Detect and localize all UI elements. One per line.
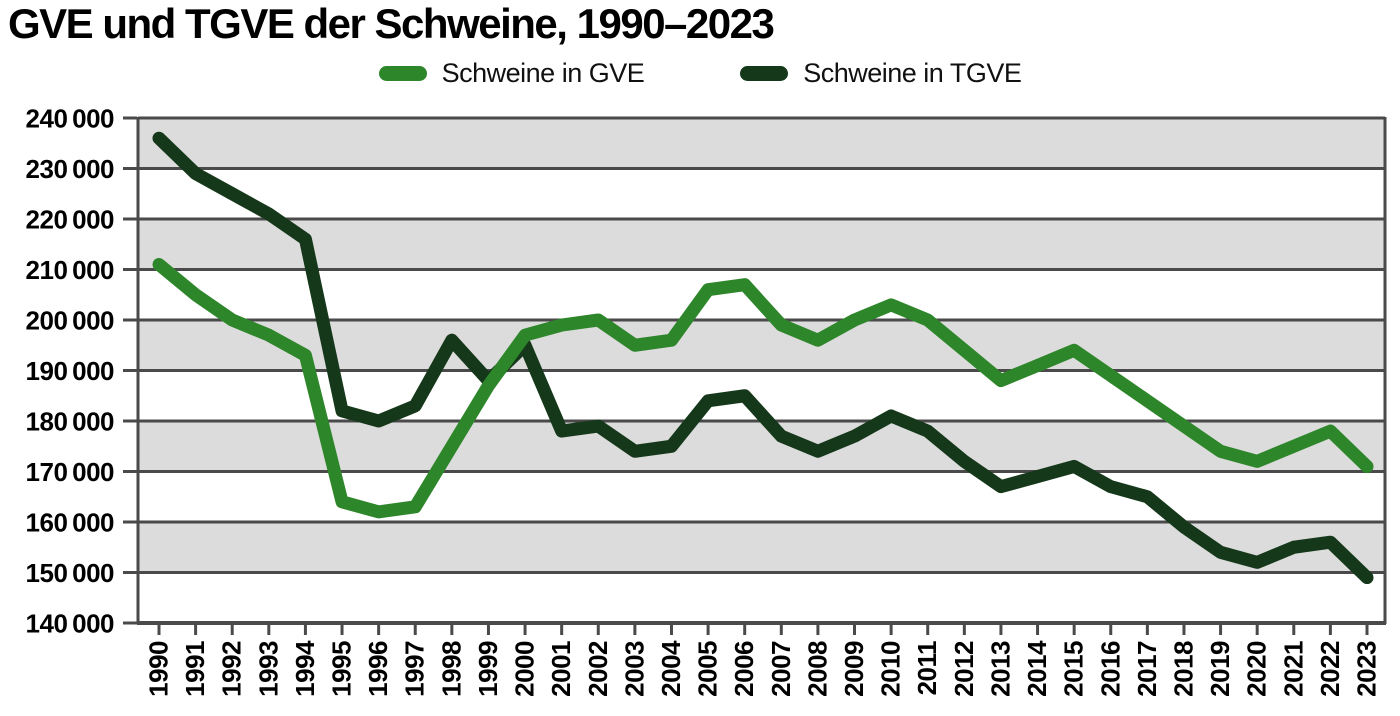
plot-frame [136, 117, 1387, 625]
x-tick-label: 2018 [1168, 641, 1198, 697]
y-axis-labels: 140 000 150 000 160 000 170 000 180 000 190 0… [26, 104, 137, 639]
gve-series-label: Schweine in GVE [441, 58, 645, 88]
band [138, 118, 1385, 169]
legend: Schweine in GVE Schweine in TGVE [0, 58, 1400, 89]
x-tick-label: 2005 [693, 641, 723, 697]
x-tick-label: 2020 [1242, 641, 1272, 697]
chart-title: GVE und TGVE der Schweine, 1990–2023 [8, 0, 775, 47]
band [138, 421, 1385, 472]
x-tick-label: 2012 [949, 641, 979, 697]
legend-item-gve: Schweine in GVE [378, 58, 645, 89]
x-tick-label: 2023 [1352, 641, 1382, 697]
y-tick-label: 190 000 [26, 356, 115, 386]
y-tick-label: 240 000 [26, 104, 115, 134]
y-tick-label: 230 000 [26, 154, 115, 184]
x-tick-label: 2022 [1315, 641, 1345, 697]
band [138, 522, 1385, 573]
x-tick-label: 2021 [1278, 641, 1308, 697]
x-tick-label: 1994 [290, 640, 320, 697]
y-tick-label: 150 000 [26, 558, 115, 588]
y-tick-label: 170 000 [26, 457, 115, 487]
y-tick-label: 220 000 [26, 205, 115, 235]
x-tick-label: 2008 [802, 641, 832, 697]
y-tick-label: 140 000 [26, 609, 115, 639]
tgve-line [152, 131, 1374, 585]
x-tick-label: 2007 [766, 641, 796, 697]
legend-item-tgve: Schweine in TGVE [740, 58, 1022, 89]
x-tick-label: 1991 [180, 641, 210, 697]
band [138, 219, 1385, 270]
x-tick-label: 2017 [1132, 641, 1162, 697]
x-tick-label: 1993 [253, 641, 283, 697]
band [138, 320, 1385, 371]
x-tick-label: 2010 [876, 641, 906, 697]
x-tick-label: 2015 [1059, 641, 1089, 697]
x-tick-label: 1990 [144, 641, 174, 697]
y-tick-label: 200 000 [26, 306, 115, 336]
x-tick-label: 2006 [729, 641, 759, 697]
x-axis-labels: 1990 1991 1992 1993 1994 1995 1996 1997 1998 1999… [144, 625, 1382, 697]
x-tick-label: 2019 [1205, 641, 1235, 697]
tgve-series-swatch [740, 66, 789, 81]
plot-bands [138, 118, 1385, 573]
x-tick-label: 1999 [473, 641, 503, 697]
x-tick-label: 1998 [436, 641, 466, 697]
tgve-series-label: Schweine in TGVE [803, 58, 1022, 88]
x-tick-label: 1997 [400, 641, 430, 697]
x-tick-label: 2011 [912, 641, 942, 695]
x-tick-label: 1995 [327, 641, 357, 697]
x-tick-label: 2002 [583, 641, 613, 697]
gve-line [152, 257, 1374, 519]
x-tick-label: 2014 [1022, 640, 1052, 697]
y-tick-label: 160 000 [26, 508, 115, 538]
x-tick-label: 1992 [217, 641, 247, 697]
x-tick-label: 2009 [839, 641, 869, 697]
x-tick-label: 2016 [1095, 641, 1125, 697]
x-tick-label: 2001 [546, 641, 576, 697]
x-tick-label: 2013 [985, 641, 1015, 697]
x-tick-label: 2000 [510, 641, 540, 697]
y-tick-label: 180 000 [26, 407, 115, 437]
x-tick-label: 2003 [619, 641, 649, 697]
x-tick-label: 1996 [363, 641, 393, 697]
y-tick-label: 210 000 [26, 255, 115, 285]
gve-series-swatch [378, 66, 427, 81]
x-tick-label: 2004 [656, 640, 686, 697]
